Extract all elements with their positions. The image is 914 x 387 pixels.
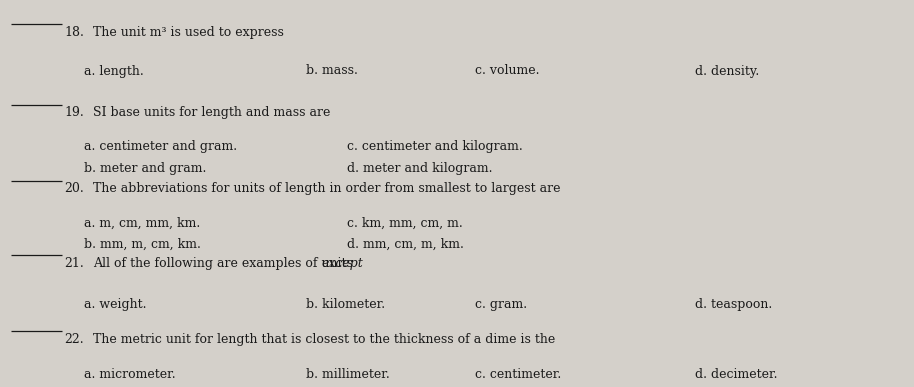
Text: except: except bbox=[321, 257, 363, 270]
Text: All of the following are examples of units: All of the following are examples of uni… bbox=[93, 257, 357, 270]
Text: 21.: 21. bbox=[64, 257, 84, 270]
Text: c. gram.: c. gram. bbox=[475, 298, 527, 311]
Text: a. length.: a. length. bbox=[84, 65, 143, 77]
Text: 20.: 20. bbox=[64, 182, 84, 195]
Text: The metric unit for length that is closest to the thickness of a dime is the: The metric unit for length that is close… bbox=[93, 332, 556, 346]
Text: a. micrometer.: a. micrometer. bbox=[84, 368, 175, 381]
Text: a. centimeter and gram.: a. centimeter and gram. bbox=[84, 140, 238, 154]
Text: 18.: 18. bbox=[64, 26, 84, 39]
Text: d. teaspoon.: d. teaspoon. bbox=[695, 298, 772, 311]
Text: c. km, mm, cm, m.: c. km, mm, cm, m. bbox=[347, 216, 463, 229]
Text: b. millimeter.: b. millimeter. bbox=[306, 368, 390, 381]
Text: b. mm, m, cm, km.: b. mm, m, cm, km. bbox=[84, 238, 201, 251]
Text: 19.: 19. bbox=[64, 106, 84, 119]
Text: c. centimeter and kilogram.: c. centimeter and kilogram. bbox=[347, 140, 523, 154]
Text: a. m, cm, mm, km.: a. m, cm, mm, km. bbox=[84, 216, 200, 229]
Text: 22.: 22. bbox=[64, 332, 83, 346]
Text: The unit m³ is used to express: The unit m³ is used to express bbox=[93, 26, 284, 39]
Text: b. meter and gram.: b. meter and gram. bbox=[84, 162, 207, 175]
Text: d. meter and kilogram.: d. meter and kilogram. bbox=[347, 162, 493, 175]
Text: d. density.: d. density. bbox=[695, 65, 759, 77]
Text: a. weight.: a. weight. bbox=[84, 298, 146, 311]
Text: c. centimeter.: c. centimeter. bbox=[475, 368, 561, 381]
Text: b. mass.: b. mass. bbox=[306, 65, 358, 77]
Text: SI base units for length and mass are: SI base units for length and mass are bbox=[93, 106, 331, 119]
Text: c. volume.: c. volume. bbox=[475, 65, 540, 77]
Text: b. kilometer.: b. kilometer. bbox=[306, 298, 386, 311]
Text: d. mm, cm, m, km.: d. mm, cm, m, km. bbox=[347, 238, 464, 251]
Text: The abbreviations for units of length in order from smallest to largest are: The abbreviations for units of length in… bbox=[93, 182, 560, 195]
Text: d. decimeter.: d. decimeter. bbox=[695, 368, 777, 381]
